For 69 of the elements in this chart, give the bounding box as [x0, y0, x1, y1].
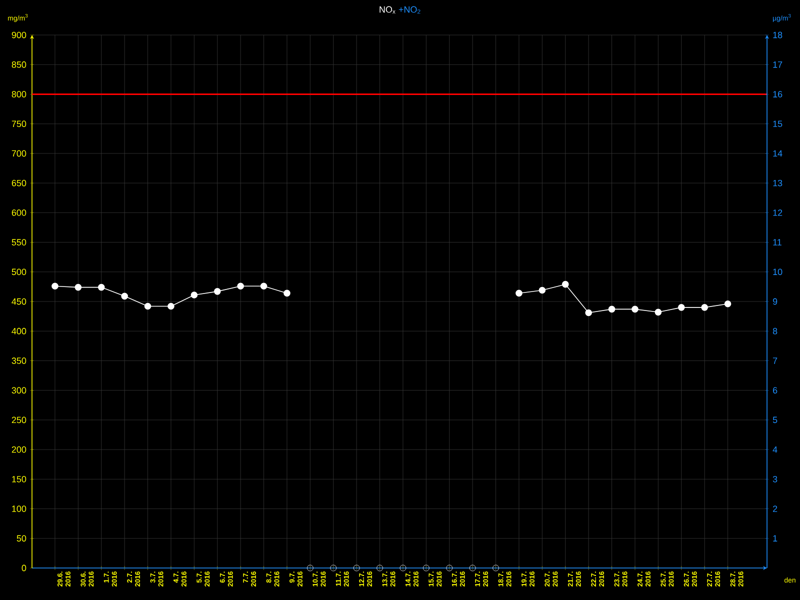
y-tick-label: 500 — [12, 268, 26, 276]
point — [284, 290, 290, 297]
point — [52, 282, 58, 290]
y-tick-label: 250 — [12, 416, 26, 424]
point — [608, 306, 616, 313]
y-tick-label: 350 — [12, 358, 26, 364]
y-tick-label: 900 — [12, 32, 26, 38]
y2-tick-label: 16 — [773, 91, 782, 98]
point — [74, 284, 82, 291]
y2-tick-label: 4 — [772, 446, 778, 453]
point — [376, 564, 383, 572]
point — [190, 292, 198, 298]
point — [144, 302, 152, 310]
point — [538, 286, 546, 294]
point — [446, 564, 453, 572]
y2-tick-label: 6 — [773, 387, 778, 394]
y-tick-label: 450 — [12, 298, 26, 305]
point — [632, 306, 638, 313]
point — [121, 292, 128, 300]
point — [168, 302, 174, 310]
y-tick-label: 650 — [12, 180, 26, 186]
y2-tick-label: 10 — [773, 268, 782, 276]
point — [214, 288, 221, 295]
y2-tick-label: 12 — [773, 210, 782, 216]
point — [654, 308, 662, 316]
y2-tick-label: 8 — [772, 328, 778, 334]
y-tick-label: 850 — [12, 61, 26, 68]
point — [701, 304, 708, 311]
point — [400, 564, 406, 572]
y2-tick-label: 14 — [773, 150, 782, 157]
point — [724, 300, 732, 308]
y-tick-label: 550 — [12, 239, 26, 246]
point — [469, 564, 476, 572]
point — [306, 564, 314, 572]
y-tick-label: 0 — [22, 564, 26, 572]
point — [237, 282, 244, 290]
y-tick-label: 150 — [12, 476, 26, 482]
point — [562, 280, 569, 288]
point — [330, 564, 337, 572]
y2-tick-label: 5 — [772, 416, 778, 424]
y-tick-label: 600 — [12, 209, 26, 216]
y2-tick-label: 11 — [773, 239, 782, 246]
y-tick-label: 50 — [16, 535, 26, 542]
y-tick-label: 750 — [12, 120, 26, 128]
point — [516, 290, 522, 297]
y2-tick-label: 18 — [773, 32, 782, 38]
y2-tick-label: 17 — [773, 62, 782, 68]
y-tick-label: 800 — [12, 91, 26, 98]
y-tick-label: 400 — [12, 328, 26, 334]
y2-tick-label: 1 — [773, 535, 778, 542]
y-tick-label: 300 — [12, 387, 26, 394]
y2-tick-label: 9 — [772, 298, 778, 305]
y2-tick-label: 7 — [773, 358, 778, 364]
y2-tick-label: 13 — [773, 180, 782, 186]
chart-subtitle: +NO$_{2}$ — [398, 6, 420, 14]
y-tick-label: 700 — [12, 150, 26, 157]
y2-tick-label: 15 — [773, 120, 782, 127]
point — [260, 282, 268, 290]
point — [585, 309, 592, 316]
y2-tick-label: 3 — [772, 476, 778, 482]
y-tick-label: 100 — [12, 506, 26, 512]
y2-tick-label: 2 — [773, 506, 778, 512]
chart-title: NO$_{x}$ — [380, 6, 396, 14]
point — [353, 564, 360, 572]
point — [492, 564, 499, 572]
point — [98, 284, 105, 291]
point — [422, 564, 430, 572]
point — [678, 304, 685, 311]
y-tick-label: 200 — [12, 446, 26, 453]
